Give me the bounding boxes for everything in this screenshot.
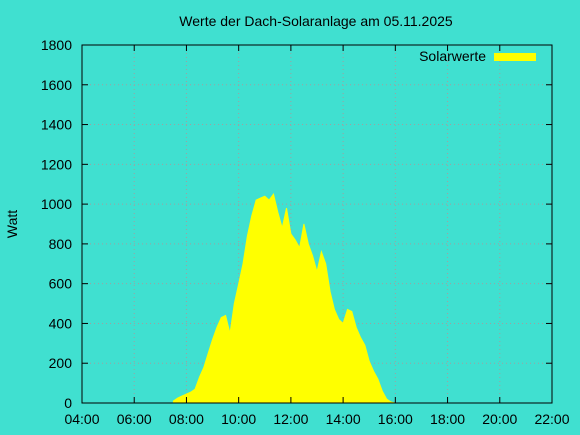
y-tick-label: 1200	[41, 156, 72, 172]
x-tick-label: 12:00	[273, 411, 308, 427]
y-tick-label: 600	[49, 276, 73, 292]
y-axis-label: Watt	[4, 210, 20, 238]
y-tick-label: 800	[49, 236, 73, 252]
plot-frame	[81, 44, 553, 404]
series-area-solarwerte	[172, 193, 409, 404]
x-tick-label: 10:00	[221, 411, 256, 427]
x-tick-label: 08:00	[169, 411, 204, 427]
x-tick-label: 20:00	[482, 411, 517, 427]
y-tick-label: 1800	[41, 37, 72, 53]
y-tick-label: 0	[64, 395, 72, 411]
axis-ticks	[81, 44, 553, 404]
x-tick-label: 22:00	[534, 411, 569, 427]
y-tick-label: 1000	[41, 196, 72, 212]
x-tick-label: 18:00	[430, 411, 465, 427]
legend: Solarwerte	[419, 48, 536, 64]
y-tick-label: 400	[49, 315, 73, 331]
y-tick-label: 200	[49, 355, 73, 371]
y-tick-label: 1400	[41, 117, 72, 133]
x-tick-label: 14:00	[326, 411, 361, 427]
y-tick-labels: 0 200 400 600 800 1000 1200 1400 1600 1800	[41, 37, 72, 411]
chart-title: Werte der Dach-Solaranlage am 05.11.2025	[179, 13, 453, 29]
x-tick-labels: 04:00 06:00 08:00 10:00 12:00 14:00 16:00 18:00…	[64, 411, 569, 427]
legend-swatch-solarwerte	[494, 53, 536, 61]
x-tick-label: 04:00	[64, 411, 99, 427]
x-tick-label: 06:00	[117, 411, 152, 427]
y-tick-label: 1600	[41, 77, 72, 93]
x-tick-label: 16:00	[378, 411, 413, 427]
legend-label-solarwerte: Solarwerte	[419, 48, 486, 64]
